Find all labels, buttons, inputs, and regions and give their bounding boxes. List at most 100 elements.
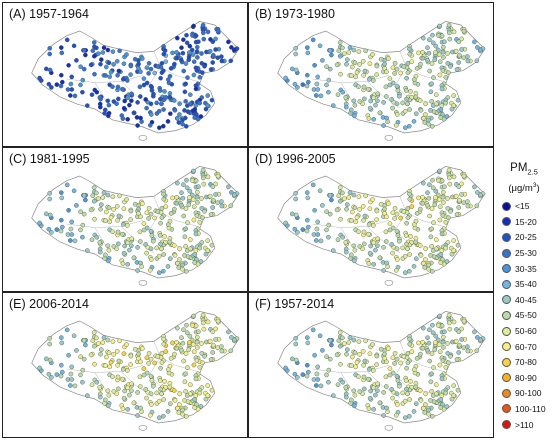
station-marker [401,354,407,359]
station-marker [461,28,467,34]
station-marker [137,374,143,380]
station-marker [199,61,205,66]
station-marker [47,196,53,202]
station-marker [155,209,161,214]
station-marker [456,184,462,190]
station-marker [320,348,325,353]
station-marker [404,241,409,247]
legend-label: 45-50 [515,310,537,321]
station-marker [181,213,186,219]
station-marker [314,93,319,98]
station-marker [138,260,143,266]
map-panel-c: (C) 1981-1995 [2,147,248,292]
station-marker [210,342,216,348]
station-marker [433,188,439,194]
station-marker [205,238,210,243]
station-marker [318,383,324,389]
station-marker [115,374,121,380]
station-marker [438,397,444,402]
station-marker [445,196,450,201]
legend-label: 35-40 [515,279,537,290]
station-marker [161,341,167,347]
station-marker [54,227,60,232]
station-marker [92,343,97,349]
station-marker [351,388,357,394]
map-panel-d: (D) 1996-2005 [248,147,494,292]
station-marker [117,338,122,344]
station-marker [437,217,443,223]
station-marker [226,39,231,45]
station-marker [477,47,483,53]
station-marker [195,55,200,60]
station-marker [138,359,143,365]
station-marker [170,195,175,201]
station-marker [111,389,117,394]
station-marker [191,204,197,210]
station-marker [440,189,446,195]
station-marker [137,239,143,244]
station-marker [138,405,143,411]
station-marker [331,103,336,108]
station-marker [371,95,376,101]
station-marker [338,198,343,204]
station-marker [187,188,193,194]
station-marker [403,378,409,383]
station-marker [187,43,193,49]
station-marker [144,355,150,360]
station-marker [342,196,347,201]
station-marker [178,202,184,208]
station-marker [461,200,466,206]
station-marker [418,206,423,212]
station-marker [37,365,42,371]
station-marker [156,125,162,130]
station-marker [191,217,197,223]
station-marker [385,201,391,206]
station-marker [437,313,442,319]
station-marker [111,244,117,249]
station-marker [338,71,343,77]
station-marker [103,397,108,403]
station-marker [183,244,188,249]
station-marker [443,100,448,106]
station-marker [229,45,234,50]
station-marker [349,73,354,78]
station-marker [418,351,423,357]
station-marker [144,105,149,111]
station-marker [128,353,134,359]
station-marker [111,62,116,67]
station-marker [429,226,434,232]
station-marker [147,268,153,273]
station-marker [68,383,73,388]
station-marker [404,75,409,81]
station-marker [205,383,210,388]
station-marker [69,377,75,382]
legend-label: >110 [515,419,534,430]
station-marker [193,376,199,382]
station-marker [103,107,108,113]
station-marker [315,219,320,225]
station-marker [445,351,451,356]
station-marker [381,390,386,395]
station-marker [318,238,324,244]
station-marker [68,371,74,377]
station-marker [191,362,197,368]
station-marker [66,63,71,68]
legend-swatch [502,248,511,258]
station-marker [447,36,453,42]
station-marker [361,229,367,235]
legend-item: 30-35 [502,261,552,277]
legend-swatch [502,388,511,398]
station-marker [371,368,376,373]
station-marker [362,96,367,102]
station-marker [451,93,456,98]
station-marker [393,413,399,418]
station-marker [136,356,141,361]
station-marker [83,197,88,203]
station-marker [409,204,415,209]
station-marker [416,50,421,56]
station-marker [373,102,378,108]
station-marker [177,402,182,407]
station-marker [338,343,343,349]
station-marker [427,68,432,74]
station-marker [420,200,426,206]
